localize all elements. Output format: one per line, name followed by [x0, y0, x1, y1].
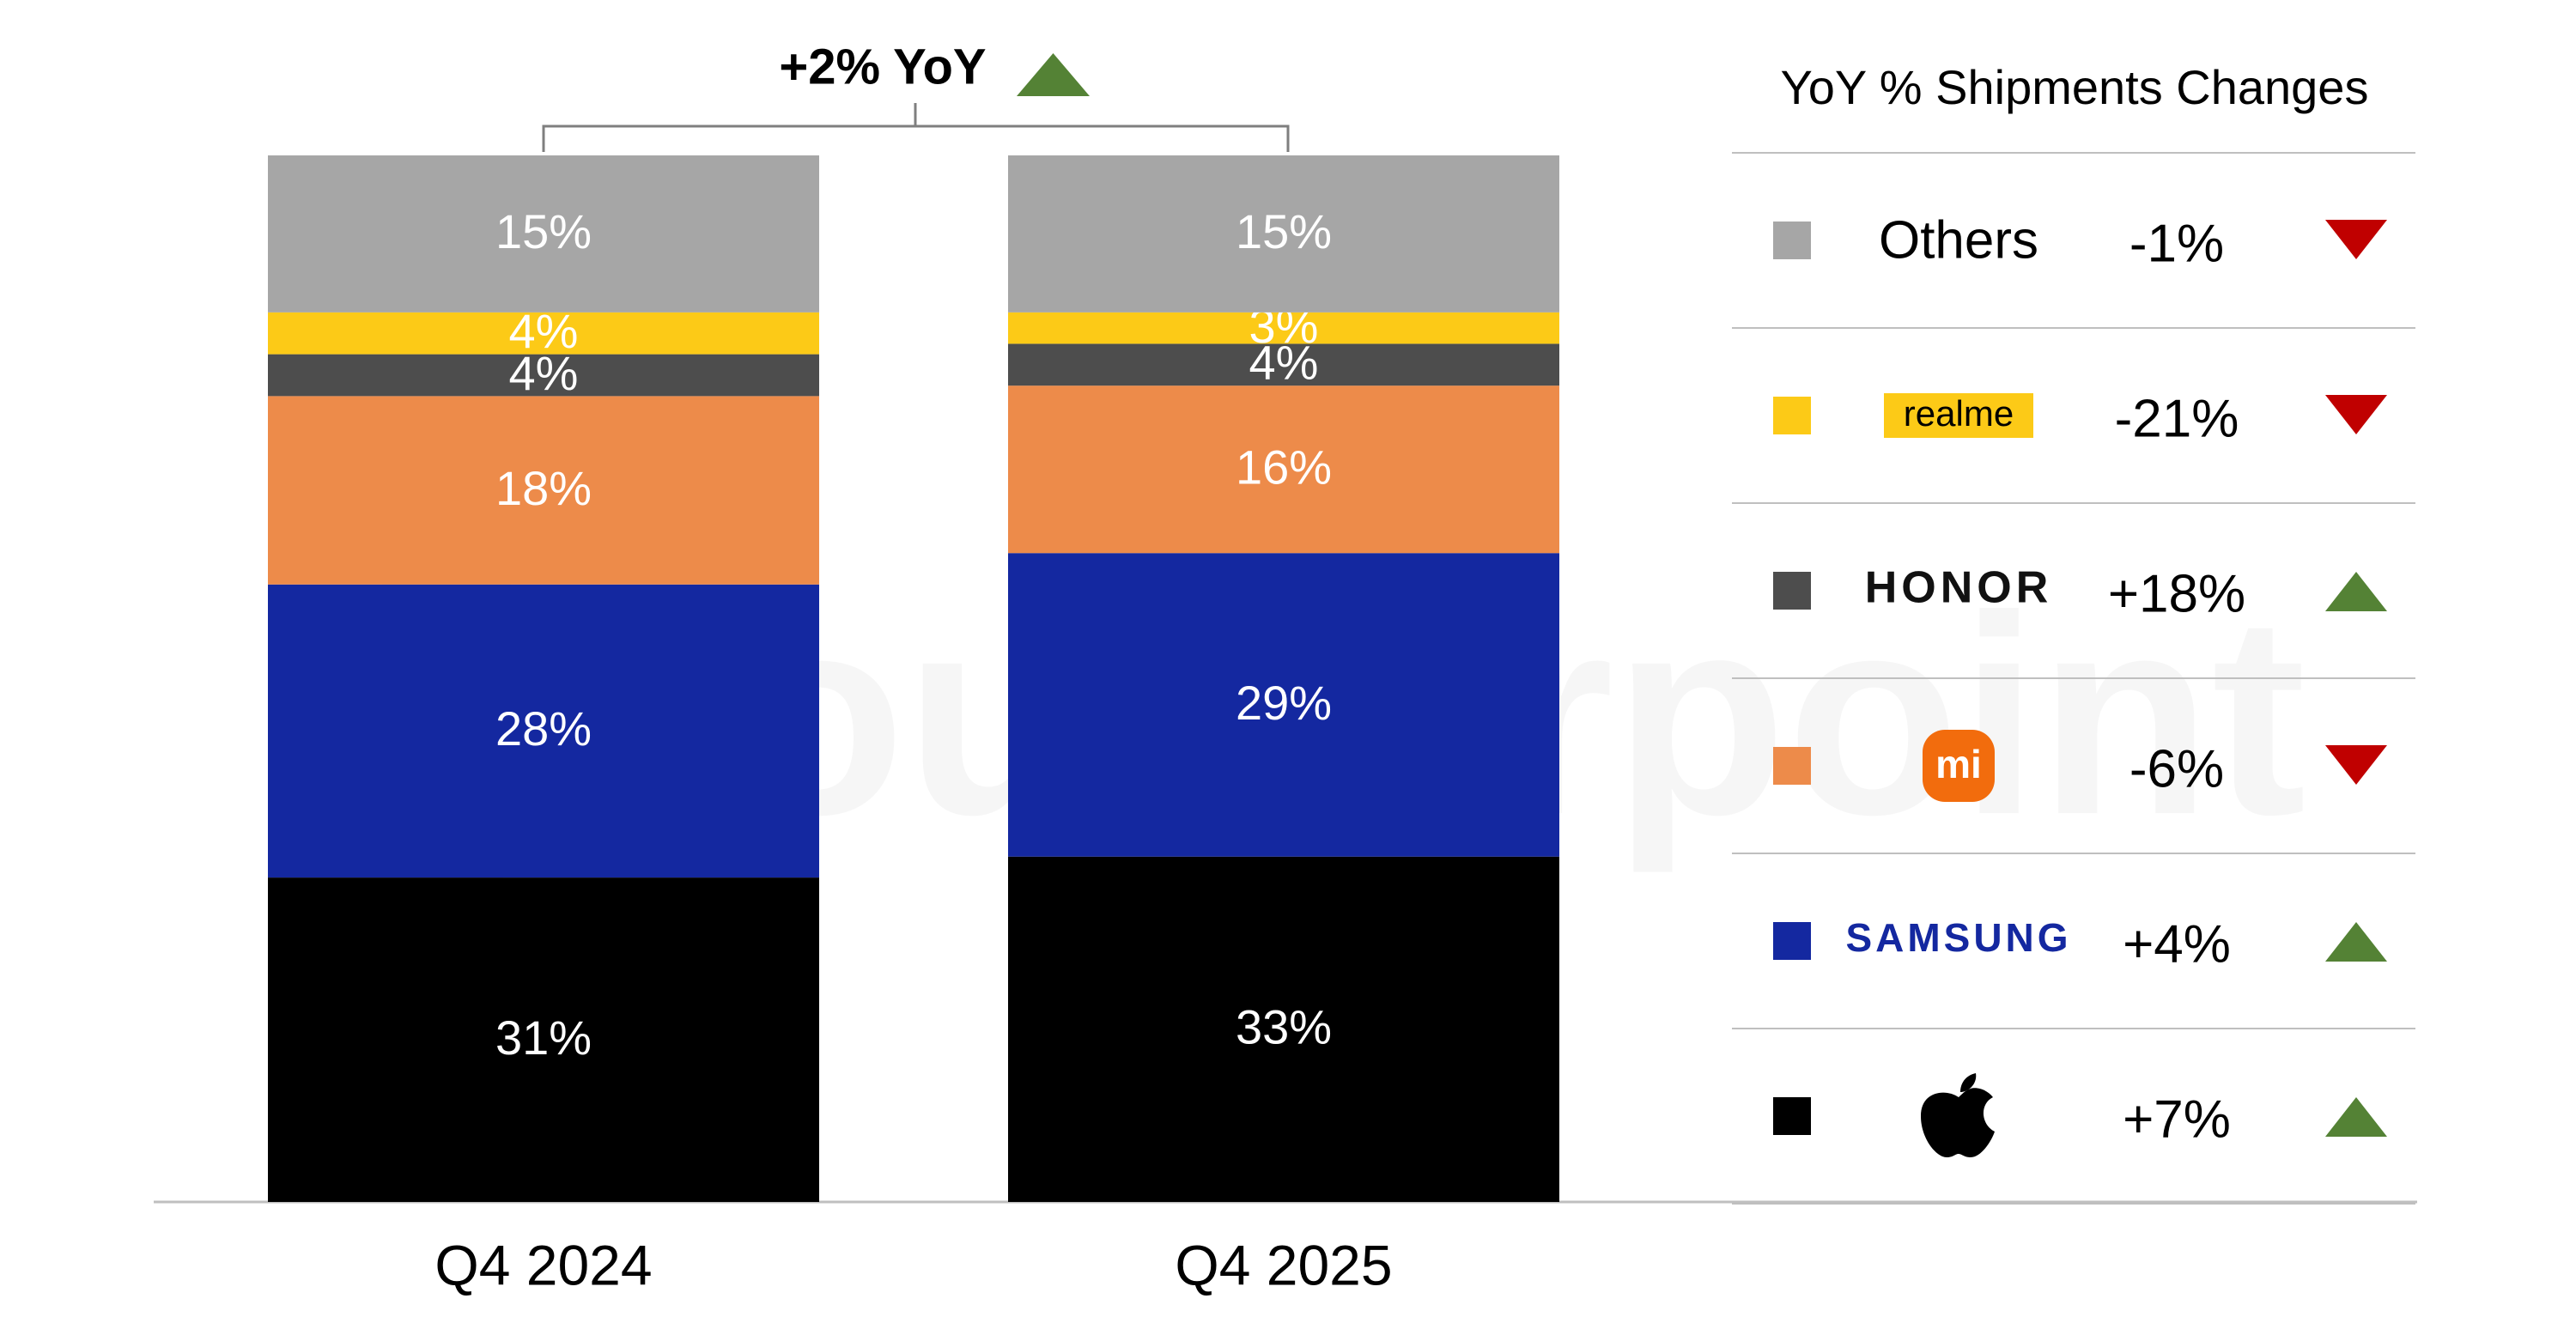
value-label: 33% [1236, 1000, 1332, 1054]
annotation-arrow [1017, 53, 1090, 96]
bar-segment [1008, 856, 1559, 1202]
legend-name: SAMSUNG [1845, 915, 2071, 960]
bar-segment [1008, 553, 1559, 857]
legend-swatch [1773, 747, 1811, 785]
yoy-change: +4% [2123, 914, 2231, 974]
legend-swatch [1773, 1097, 1811, 1135]
bar-segment [1008, 155, 1559, 313]
legend-name: Others [1879, 210, 2038, 270]
brand-badge [1923, 730, 1995, 802]
value-label: 4% [509, 346, 579, 400]
value-label: 31% [495, 1011, 592, 1065]
value-label: 18% [495, 461, 592, 515]
yoy-change: -6% [2129, 739, 2224, 798]
legend-title: YoY % Shipments Changes [1781, 60, 2369, 114]
legend-name: HONOR [1865, 563, 2053, 613]
bracket [542, 103, 1290, 152]
bar-segment [1008, 385, 1559, 554]
x-tick-label: Q4 2025 [1175, 1233, 1392, 1296]
value-label: 29% [1236, 676, 1332, 730]
value-label: 28% [495, 701, 592, 756]
bar-segment [268, 312, 819, 355]
value-label: 4% [509, 304, 579, 358]
brand-badge [1884, 393, 2033, 438]
bar-segment [268, 877, 819, 1202]
value-label: 15% [495, 204, 592, 258]
down-arrow [2325, 220, 2387, 259]
bar-segment [1008, 343, 1559, 386]
legend-swatch [1773, 922, 1811, 960]
down-arrow [2325, 395, 2387, 434]
brand-logo [1921, 1073, 1995, 1157]
down-arrow [2325, 745, 2387, 785]
bar-segment [268, 396, 819, 585]
legend-name: realme [1904, 393, 2014, 434]
bar-segment [1008, 312, 1559, 344]
value-label: 15% [1236, 204, 1332, 258]
value-label: 16% [1236, 440, 1332, 494]
yoy-change: -21% [2115, 389, 2239, 448]
bar-segment [268, 584, 819, 878]
annotation: +2% YoY [779, 39, 986, 94]
legend-name: mi [1935, 742, 1982, 786]
legend-swatch [1773, 397, 1811, 434]
yoy-change: +18% [2108, 564, 2245, 623]
yoy-change: -1% [2129, 214, 2224, 273]
x-tick-label: Q4 2024 [434, 1233, 652, 1296]
up-arrow [2325, 922, 2387, 962]
up-arrow [2325, 572, 2387, 611]
yoy-change: +7% [2123, 1089, 2231, 1149]
bar-segment [268, 354, 819, 397]
value-label: 4% [1249, 336, 1319, 390]
legend-swatch [1773, 222, 1811, 259]
up-arrow [2325, 1097, 2387, 1137]
legend-swatch [1773, 572, 1811, 610]
bar-segment [268, 155, 819, 313]
